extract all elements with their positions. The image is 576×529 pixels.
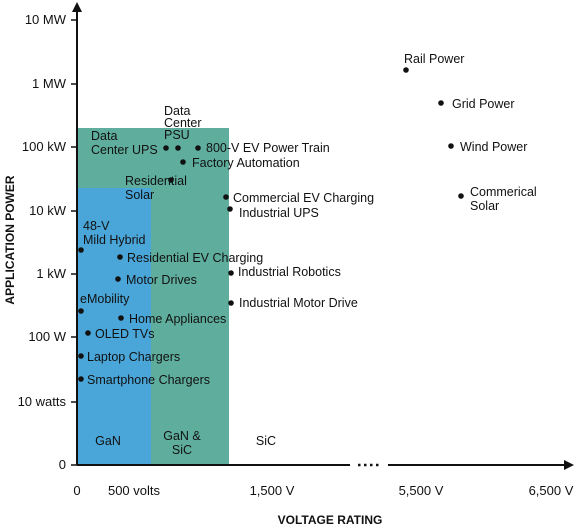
data-point: [85, 330, 91, 336]
data-point: [163, 145, 169, 151]
y-tick-label: 100 W: [28, 329, 66, 344]
data-point: [403, 67, 409, 73]
data-point-label: Commerical: [470, 185, 537, 199]
y-tick-label: 0: [59, 457, 66, 472]
y-tick-label: 100 kW: [22, 139, 67, 154]
points-layer: Rail Power Grid Power Wind Power Commerical…: [78, 52, 537, 387]
region-label-gan: GaN: [95, 434, 121, 448]
data-point: [448, 143, 454, 149]
region-gan: [77, 188, 151, 465]
x-axis-title: VOLTAGE RATING: [278, 513, 383, 527]
data-point-label: Industrial UPS: [239, 206, 319, 220]
x-axis-arrow: [564, 460, 574, 470]
data-point-label: Grid Power: [452, 97, 515, 111]
x-tick-label: 1,500 V: [250, 483, 295, 498]
data-point-label: Solar: [125, 188, 154, 202]
data-point: [228, 270, 234, 276]
data-point-label: Residential: [125, 174, 187, 188]
data-point: [175, 145, 181, 151]
data-point-label: 48-V: [83, 219, 110, 233]
data-point-label: Center: [164, 116, 202, 130]
y-tick-label: 1 kW: [36, 266, 66, 281]
data-point: [227, 206, 233, 212]
data-point: [180, 159, 186, 165]
data-point: [195, 145, 201, 151]
y-tick-label: 10 kW: [29, 203, 67, 218]
data-point-label: Industrial Robotics: [238, 265, 341, 279]
data-point-label: PSU: [164, 128, 190, 142]
y-axis-arrow: [72, 2, 82, 12]
axes-layer: 0 10 watts 100 W 1 kW 10 kW 100 kW 1 MW 10 MW 0 5…: [3, 2, 574, 527]
data-point-label: Rail Power: [404, 52, 464, 66]
x-tick-label: 500 volts: [108, 483, 161, 498]
region-label-sic: SiC: [256, 434, 276, 448]
data-point-label: eMobility: [80, 292, 130, 306]
data-point: [117, 254, 123, 260]
x-tick-label: 0: [73, 483, 80, 498]
data-point: [458, 193, 464, 199]
data-point: [228, 300, 234, 306]
data-point-label: Commercial EV Charging: [233, 191, 374, 205]
data-point: [115, 276, 121, 282]
data-point: [78, 376, 84, 382]
data-point-label: Factory Automation: [192, 156, 300, 170]
data-point: [168, 177, 174, 183]
data-point-label: Data: [164, 104, 190, 118]
y-tick-label: 10 MW: [25, 12, 67, 27]
x-tick-label: 6,500 V: [529, 483, 574, 498]
data-point: [78, 247, 84, 253]
region-label-gan-sic: SiC: [172, 443, 192, 457]
data-point-label: OLED TVs: [95, 327, 155, 341]
region-label-gan-sic: GaN &: [163, 429, 201, 443]
y-tick-label: 1 MW: [32, 76, 67, 91]
data-point-label: Wind Power: [460, 140, 527, 154]
data-point-label: 800-V EV Power Train: [206, 141, 330, 155]
data-point-label: Solar: [470, 199, 499, 213]
data-point: [223, 194, 229, 200]
data-point: [78, 308, 84, 314]
data-point: [118, 315, 124, 321]
data-point-label: Laptop Chargers: [87, 350, 180, 364]
y-tick-label: 10 watts: [18, 394, 67, 409]
data-point-label: Smartphone Chargers: [87, 373, 210, 387]
data-point-label: Mild Hybrid: [83, 233, 146, 247]
data-point: [438, 100, 444, 106]
data-point-label: Data: [91, 129, 117, 143]
data-point: [78, 353, 84, 359]
data-point-label: Residential EV Charging: [127, 251, 263, 265]
x-tick-label: 5,500 V: [399, 483, 444, 498]
y-axis-title: APPLICATION POWER: [3, 175, 17, 304]
data-point-label: Center UPS: [91, 143, 158, 157]
data-point-label: Industrial Motor Drive: [239, 296, 358, 310]
data-point-label: Motor Drives: [126, 273, 197, 287]
data-point-label: Home Appliances: [129, 312, 226, 326]
